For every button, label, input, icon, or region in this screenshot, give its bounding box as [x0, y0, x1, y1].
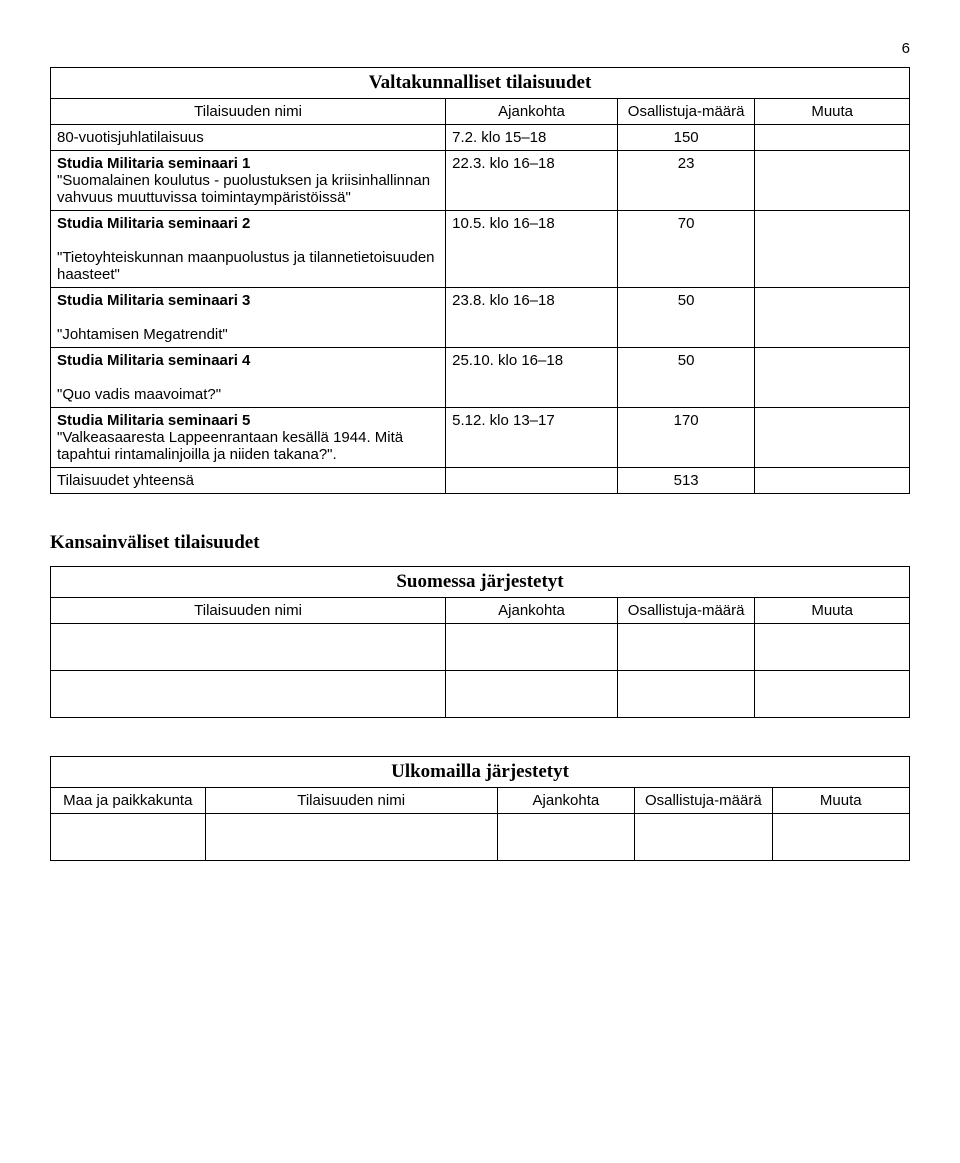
- table3-header-count: Osallistuja-määrä: [635, 788, 772, 814]
- event-note: [755, 151, 910, 211]
- event-name: Studia Militaria seminaari 5"Valkeasaare…: [51, 408, 446, 468]
- event-name: Studia Militaria seminaari 4"Quo vadis m…: [51, 348, 446, 408]
- table-row: Studia Militaria seminaari 5"Valkeasaare…: [51, 408, 910, 468]
- table3-header-note: Muuta: [772, 788, 909, 814]
- event-note: [755, 288, 910, 348]
- table-row: Studia Militaria seminaari 3"Johtamisen …: [51, 288, 910, 348]
- abroad-events-table: Ulkomailla järjestetyt Maa ja paikkakunt…: [50, 756, 910, 861]
- table3-header-time: Ajankohta: [497, 788, 634, 814]
- table2-header-count: Osallistuja-määrä: [617, 598, 754, 624]
- table3-title: Ulkomailla järjestetyt: [51, 757, 910, 788]
- table2-title: Suomessa järjestetyt: [51, 567, 910, 598]
- finland-events-table: Suomessa järjestetyt Tilaisuuden nimi Aj…: [50, 566, 910, 718]
- table-row: 80-vuotisjuhlatilaisuus7.2. klo 15–18150: [51, 125, 910, 151]
- event-name: Studia Militaria seminaari 1"Suomalainen…: [51, 151, 446, 211]
- table3-header-country: Maa ja paikkakunta: [51, 788, 206, 814]
- table1-total-value: 513: [617, 468, 754, 494]
- table-row: Studia Militaria seminaari 2"Tietoyhteis…: [51, 211, 910, 288]
- table1-header-name: Tilaisuuden nimi: [51, 99, 446, 125]
- table1-total-note: [755, 468, 910, 494]
- event-note: [755, 408, 910, 468]
- event-time: 22.3. klo 16–18: [446, 151, 618, 211]
- event-note: [755, 211, 910, 288]
- table-row: [51, 814, 910, 861]
- table-row: Studia Militaria seminaari 4"Quo vadis m…: [51, 348, 910, 408]
- event-count: 150: [617, 125, 754, 151]
- table1-title: Valtakunnalliset tilaisuudet: [51, 68, 910, 99]
- table3-header-name: Tilaisuuden nimi: [205, 788, 497, 814]
- event-note: [755, 348, 910, 408]
- event-name: Studia Militaria seminaari 2"Tietoyhteis…: [51, 211, 446, 288]
- event-count: 23: [617, 151, 754, 211]
- event-time: 23.8. klo 16–18: [446, 288, 618, 348]
- event-time: 25.10. klo 16–18: [446, 348, 618, 408]
- national-events-table: Valtakunnalliset tilaisuudet Tilaisuuden…: [50, 67, 910, 494]
- table2-header-note: Muuta: [755, 598, 910, 624]
- table2-header-name: Tilaisuuden nimi: [51, 598, 446, 624]
- event-time: 10.5. klo 16–18: [446, 211, 618, 288]
- table1-header-count: Osallistuja-määrä: [617, 99, 754, 125]
- event-count: 50: [617, 348, 754, 408]
- table2-header-time: Ajankohta: [446, 598, 618, 624]
- event-note: [755, 125, 910, 151]
- page-number: 6: [50, 40, 910, 57]
- event-time: 7.2. klo 15–18: [446, 125, 618, 151]
- table1-header-note: Muuta: [755, 99, 910, 125]
- event-time: 5.12. klo 13–17: [446, 408, 618, 468]
- event-name: 80-vuotisjuhlatilaisuus: [51, 125, 446, 151]
- event-name: Studia Militaria seminaari 3"Johtamisen …: [51, 288, 446, 348]
- table1-total-label: Tilaisuudet yhteensä: [51, 468, 446, 494]
- section-international-heading: Kansainväliset tilaisuudet: [50, 532, 910, 554]
- event-count: 50: [617, 288, 754, 348]
- table-row: [51, 624, 910, 671]
- table1-total-time: [446, 468, 618, 494]
- event-count: 170: [617, 408, 754, 468]
- table-row: Studia Militaria seminaari 1"Suomalainen…: [51, 151, 910, 211]
- event-count: 70: [617, 211, 754, 288]
- table-row: [51, 671, 910, 718]
- table1-header-time: Ajankohta: [446, 99, 618, 125]
